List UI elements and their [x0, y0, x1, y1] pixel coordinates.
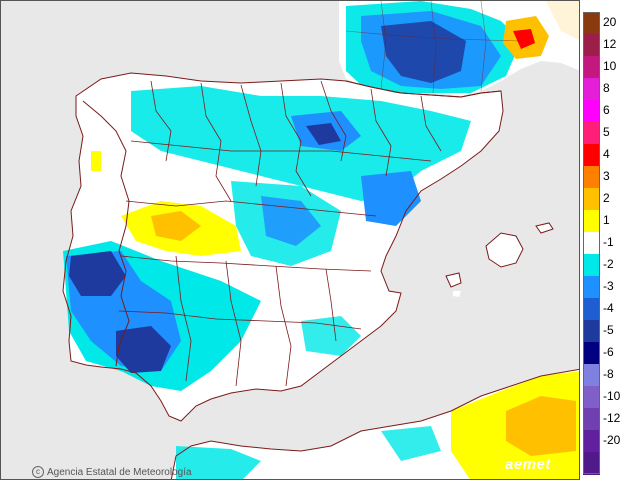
legend-label: -20	[603, 433, 621, 447]
anomaly-center-mid	[261, 196, 321, 246]
color-legend: 20 12 10 8 6 5 4 3 2 1 -1 -2 -3 -4 -5 -6 -8 -10 -12 -20	[583, 12, 630, 475]
anomaly-africa-light	[176, 446, 261, 479]
legend-label: 2	[603, 191, 610, 205]
anomaly-southeast-light	[301, 316, 361, 356]
legend-label: -4	[603, 301, 614, 315]
legend-swatch	[583, 166, 600, 189]
legend-swatch	[583, 430, 600, 453]
anomaly-portugal-dark	[69, 251, 126, 296]
menorca-outline	[535, 222, 554, 234]
agency-name: Agencia Estatal de Meteorología	[47, 466, 192, 478]
legend-label: -8	[603, 367, 614, 381]
anomaly-andalusia-dark	[116, 326, 171, 373]
legend-swatch	[583, 254, 600, 277]
legend-label: 10	[603, 59, 617, 73]
legend-label: -10	[603, 389, 621, 403]
legend-label: -5	[603, 323, 614, 337]
legend-label: -6	[603, 345, 614, 359]
map-area[interactable]	[0, 0, 580, 480]
legend-label: -2	[603, 257, 614, 271]
legend-swatch	[583, 298, 600, 321]
ibiza-outline	[445, 272, 462, 288]
anomaly-north-yellow	[91, 151, 101, 171]
legend-label: 3	[603, 169, 610, 183]
legend-swatch	[583, 100, 600, 123]
legend-label: 6	[603, 103, 610, 117]
france-boundaries	[345, 1, 522, 94]
legend-label: 12	[603, 37, 617, 51]
portugal-spain-border	[82, 100, 130, 367]
anomaly-aragon-dark	[306, 123, 341, 145]
legend-swatch	[583, 342, 600, 365]
legend-label: 20	[603, 15, 617, 29]
legend-label: 5	[603, 125, 610, 139]
anomaly-africa-light-2	[381, 426, 441, 461]
anomaly-france-warm-core	[513, 29, 535, 49]
france-spain-border	[345, 80, 502, 98]
legend-swatch	[583, 78, 600, 101]
mallorca-land	[486, 233, 523, 267]
legend-border	[583, 12, 600, 474]
legend-swatch	[583, 320, 600, 343]
legend-label: -1	[603, 235, 614, 249]
legend-swatch	[583, 188, 600, 211]
anomaly-africa-orange	[506, 396, 576, 456]
legend-swatch	[583, 276, 600, 299]
legend-swatch	[583, 144, 600, 167]
africa-coastline	[170, 368, 579, 479]
copyright-icon: c	[32, 466, 44, 478]
anomaly-castilla-orange	[151, 211, 201, 241]
formentera-land	[453, 291, 461, 297]
legend-label: 8	[603, 81, 610, 95]
anomaly-france-dark	[381, 21, 466, 83]
province-boundaries	[118, 80, 442, 387]
legend-swatch	[583, 386, 600, 409]
legend-label: -3	[603, 279, 614, 293]
legend-swatch	[583, 210, 600, 233]
agency-credit: c Agencia Estatal de Meteorología	[32, 466, 192, 478]
legend-swatch	[583, 364, 600, 387]
legend-swatch	[583, 408, 600, 431]
legend-label: -12	[603, 411, 621, 425]
east-land-corner	[546, 1, 579, 40]
legend-label: 1	[603, 213, 610, 227]
aemet-logo: aemet	[505, 456, 551, 473]
temperature-anomaly-map	[1, 1, 579, 479]
legend-swatch	[583, 232, 600, 255]
legend-swatch	[583, 452, 600, 475]
legend-label: 4	[603, 147, 610, 161]
legend-swatch	[583, 34, 600, 57]
mallorca-outline	[485, 232, 524, 268]
legend-swatch	[583, 56, 600, 79]
legend-swatch	[583, 122, 600, 145]
legend-swatch	[583, 12, 600, 35]
